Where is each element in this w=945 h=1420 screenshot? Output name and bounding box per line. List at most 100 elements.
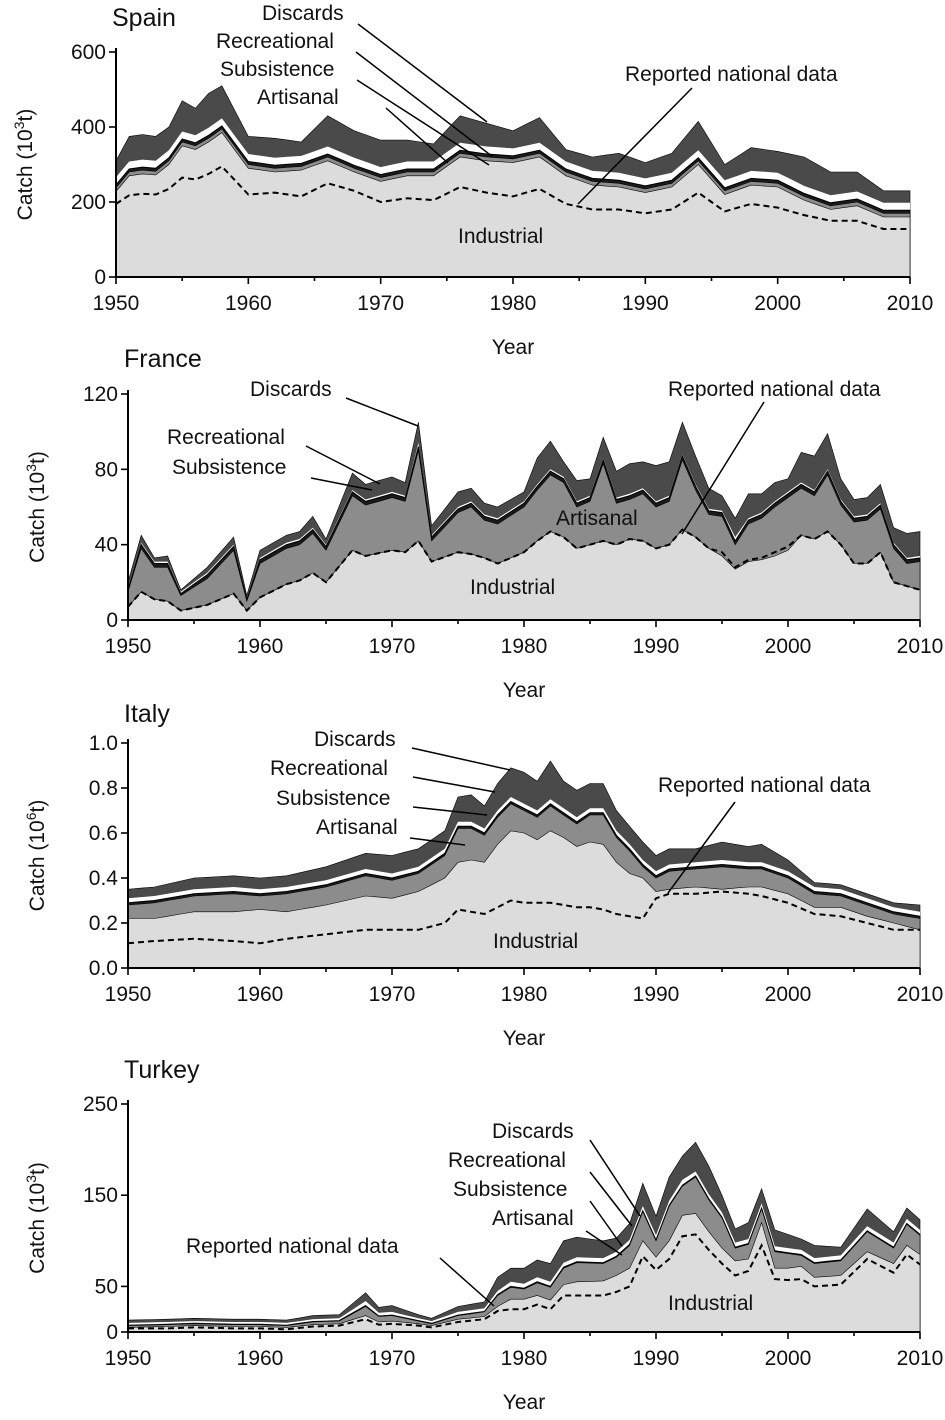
x-tick-label: 1950 <box>105 635 152 658</box>
reported-line <box>127 890 920 945</box>
panel-france: 0 40 80 120 1950 1960 1970 1980 1990 2000 2010 Year… <box>23 345 943 702</box>
leader-line <box>412 806 488 816</box>
industrial-label: Industrial <box>470 576 555 599</box>
leader-line <box>310 477 373 491</box>
x-tick-label: 1980 <box>501 1347 548 1370</box>
layer-label: Discards <box>314 728 396 751</box>
area-industrial <box>127 830 921 969</box>
panel-title: Turkey <box>124 1056 200 1084</box>
leader-line <box>385 107 449 164</box>
leader-line <box>667 801 736 894</box>
y-tick-label: 50 <box>95 1275 118 1298</box>
x-tick-label: 1970 <box>369 1347 416 1370</box>
y-tick-label: 0.2 <box>89 912 118 935</box>
y-tick-label: 0 <box>106 1321 118 1344</box>
x-tick-label: 1960 <box>237 983 284 1006</box>
x-tick-label: 1970 <box>369 983 416 1006</box>
layer-label: Artisanal <box>556 507 638 530</box>
panel-title: Italy <box>124 700 170 728</box>
reported-label: Reported national data <box>668 378 881 401</box>
x-tick-label: 1980 <box>490 292 537 315</box>
leader-line <box>577 87 693 205</box>
industrial-label: Industrial <box>493 930 578 953</box>
layer-label: Recreational <box>448 1149 566 1172</box>
y-tick-label: 200 <box>71 191 106 214</box>
panel-italy: 0.0 0.2 0.4 0.6 0.8 1.0 1950 1960 1970 1980 1990 20… <box>23 700 943 1050</box>
x-tick-label: 2000 <box>754 292 801 315</box>
leader-line <box>585 1230 623 1256</box>
leader-line <box>355 51 494 158</box>
leader-line <box>589 1200 623 1247</box>
industrial-label: Industrial <box>668 1292 753 1315</box>
reported-label: Reported national data <box>186 1235 399 1258</box>
industrial-label: Industrial <box>458 225 543 248</box>
reported-line <box>128 1233 921 1331</box>
y-tick-label: 120 <box>83 383 118 406</box>
y-tick-label: 0.0 <box>89 957 118 980</box>
x-tick-label: 1970 <box>369 635 416 658</box>
x-tick-label: 2000 <box>765 983 812 1006</box>
layer-label: Artisanal <box>316 816 398 839</box>
x-tick-label: 1950 <box>105 983 152 1006</box>
y-tick-label: 0 <box>94 266 106 289</box>
panel-spain: 0 200 400 600 1950 1960 1970 1980 1990 2000 2010 Ye… <box>11 2 933 359</box>
layer-label: Discards <box>250 378 332 401</box>
area-industrial <box>115 132 911 278</box>
panel-turkey: 0 50 150 250 1950 1960 1970 1980 1990 2000 2010 Yea… <box>23 1056 943 1414</box>
x-tick-label: 1980 <box>501 983 548 1006</box>
y-axis-title: Catch (103t) <box>23 1162 49 1274</box>
layer-label: Discards <box>262 2 344 25</box>
panel-title: France <box>124 345 202 373</box>
y-tick-label: 600 <box>71 41 106 64</box>
layer-label: Subsistence <box>453 1178 567 1201</box>
leader-line <box>345 397 419 427</box>
layer-label: Artisanal <box>492 1207 574 1230</box>
y-axis-title: Catch (106t) <box>23 800 49 912</box>
x-tick-label: 1990 <box>633 983 680 1006</box>
leader-line <box>357 23 488 123</box>
leader-line <box>681 401 765 535</box>
leader-line <box>411 747 511 771</box>
reported-label: Reported national data <box>658 774 871 797</box>
x-axis-title: Year <box>503 1027 545 1050</box>
x-axis-title: Year <box>492 336 534 359</box>
leader-line <box>589 1171 633 1227</box>
leader-line <box>409 837 466 846</box>
layer-label: Artisanal <box>257 86 339 109</box>
reported-line <box>127 528 921 613</box>
x-tick-label: 1980 <box>501 635 548 658</box>
y-axis-title: Catch (103t) <box>23 451 49 563</box>
area-industrial <box>127 1213 921 1333</box>
y-tick-label: 1.0 <box>89 732 118 755</box>
y-tick-label: 250 <box>83 1093 118 1116</box>
y-tick-label: 400 <box>71 116 106 139</box>
reported-label: Reported national data <box>625 63 838 86</box>
y-tick-label: 80 <box>95 458 118 481</box>
layer-label: Recreational <box>270 757 388 780</box>
leader-line <box>356 79 490 166</box>
leader-line <box>305 445 381 485</box>
x-axis-title: Year <box>503 1391 545 1414</box>
x-tick-label: 1990 <box>633 635 680 658</box>
layer-label: Subsistence <box>172 456 286 479</box>
y-tick-label: 0.4 <box>89 867 119 890</box>
x-tick-label: 1970 <box>357 292 404 315</box>
x-tick-label: 1990 <box>633 1347 680 1370</box>
layer-label: Subsistence <box>276 787 390 810</box>
x-tick-label: 1960 <box>225 292 272 315</box>
layer-label: Subsistence <box>220 58 334 81</box>
x-axis-title: Year <box>503 679 545 702</box>
x-tick-label: 2010 <box>887 292 934 315</box>
leader-line <box>439 1257 495 1307</box>
y-axis-title: Catch (103t) <box>11 109 37 221</box>
y-tick-label: 40 <box>95 534 118 557</box>
reported-line <box>115 165 910 230</box>
layer-label: Recreational <box>167 426 285 449</box>
y-tick-label: 0.8 <box>89 777 118 800</box>
x-tick-label: 1990 <box>622 292 669 315</box>
x-tick-label: 2000 <box>765 1347 812 1370</box>
layer-label: Discards <box>492 1120 574 1143</box>
y-tick-label: 0 <box>106 609 118 632</box>
y-tick-label: 0.6 <box>89 822 118 845</box>
